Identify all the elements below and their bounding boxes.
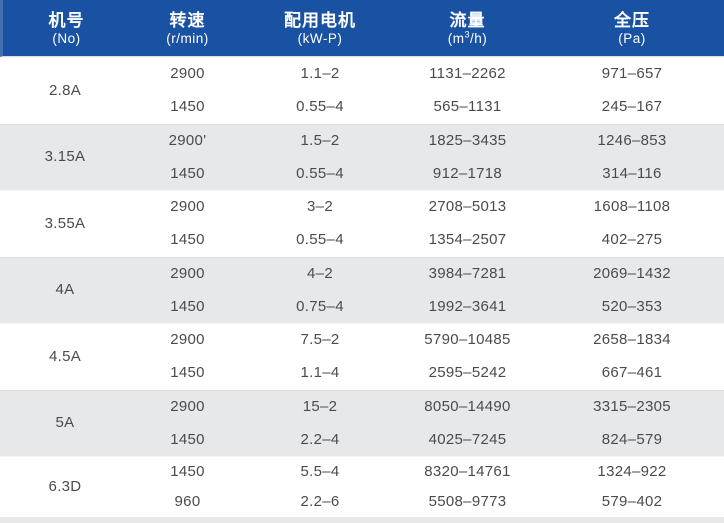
- model-block: 4.5A 2900 7.5–2 5790–10485 2658–1834 1450 1.1–…: [0, 323, 724, 390]
- value-cell: 5508–9773: [428, 492, 507, 510]
- value-cell: 1.1–2: [300, 65, 340, 83]
- header-motor-en: (kW-P): [297, 31, 343, 47]
- header-cell-speed: 转速 (r/min): [130, 0, 245, 56]
- header-flow-unit: (m3/h): [447, 29, 488, 47]
- value-cell: 5790–10485: [424, 331, 511, 349]
- value-cell: 1450: [170, 462, 205, 480]
- value-cell: 3–2: [307, 198, 333, 216]
- value-cell: 2595–5242: [428, 364, 507, 382]
- value-cell: 1450: [170, 231, 205, 249]
- value-cell: 2900: [170, 198, 205, 216]
- table-header-row: 机号 (No) 转速 (r/min) 配用电机 (kW-P) 流量 (m3/h)…: [0, 0, 724, 57]
- model-block: 2.8A 2900 1.1–2 1131–2262 971–657 1450 0.55–4 5…: [0, 57, 724, 124]
- value-cell: 912–1718: [432, 164, 503, 182]
- header-flow-zh: 流量: [449, 10, 486, 30]
- value-cell: 3984–7281: [428, 264, 507, 282]
- value-cell: 1450: [170, 364, 205, 382]
- value-cell: 3315–2305: [593, 397, 671, 415]
- value-cell: 4025–7245: [428, 430, 507, 448]
- model-cell: 3.55A: [44, 214, 86, 232]
- value-cell: 1992–3641: [428, 297, 507, 315]
- value-cell: 7.5–2: [300, 331, 340, 349]
- value-cell: 1.5–2: [300, 131, 340, 149]
- value-cell: 1450: [170, 98, 205, 116]
- header-pressure-zh: 全压: [614, 10, 650, 30]
- header-cell-flow: 流量 (m3/h): [395, 0, 540, 56]
- value-cell: 971–657: [601, 65, 663, 83]
- model-cell: 4A: [55, 281, 75, 299]
- model-cell: 3.15A: [44, 148, 86, 166]
- value-cell: 2900': [168, 131, 207, 149]
- header-speed-zh: 转速: [169, 10, 206, 30]
- value-cell: 5.5–4: [300, 462, 340, 480]
- value-cell: 960: [174, 492, 201, 510]
- value-cell: 1450: [170, 164, 205, 182]
- value-cell: 15–2: [302, 397, 338, 415]
- value-cell: 2900: [170, 331, 205, 349]
- value-cell: 2.2–4: [300, 430, 340, 448]
- value-cell: 402–275: [601, 231, 663, 249]
- model-cell: 2.8A: [48, 81, 82, 99]
- value-cell: 1131–2262: [429, 65, 506, 83]
- value-cell: 0.75–4: [296, 297, 344, 315]
- header-cell-model: 机号 (No): [3, 0, 130, 56]
- value-cell: 2708–5013: [428, 198, 507, 216]
- value-cell: 0.55–4: [296, 98, 344, 116]
- value-cell: 0.55–4: [296, 231, 344, 249]
- value-cell: 1450: [170, 297, 205, 315]
- header-pressure-en: (Pa): [618, 31, 646, 47]
- value-cell: 2069–1432: [593, 264, 671, 282]
- value-cell: 2900: [170, 65, 205, 83]
- next-row-partial: [0, 516, 724, 523]
- header-cell-motor: 配用电机 (kW-P): [245, 0, 395, 56]
- model-cell: 6.3D: [48, 477, 82, 495]
- model-block: 5A 2900 15–2 8050–14490 3315–2305 1450 2.2–4 40…: [0, 389, 724, 456]
- header-cell-pressure: 全压 (Pa): [540, 0, 724, 56]
- value-cell: 2900: [170, 397, 205, 415]
- value-cell: 1450: [170, 430, 205, 448]
- value-cell: 1.1–4: [300, 364, 340, 382]
- value-cell: 1324–922: [597, 462, 667, 480]
- value-cell: 4–2: [307, 264, 333, 282]
- value-cell: 8320–14761: [424, 462, 511, 480]
- value-cell: 520–353: [601, 297, 663, 315]
- value-cell: 667–461: [601, 364, 663, 382]
- model-cell: 4.5A: [48, 347, 82, 365]
- model-cell: 5A: [55, 414, 75, 432]
- table-body: 2.8A 2900 1.1–2 1131–2262 971–657 1450 0.55–4 5…: [0, 57, 724, 517]
- value-cell: 1825–3435: [428, 131, 507, 149]
- value-cell: 1354–2507: [428, 231, 507, 249]
- value-cell: 8050–14490: [424, 397, 511, 415]
- model-block: 6.3D 1450 5.5–4 8320–14761 1324–922 960 2.2–6 5…: [0, 456, 724, 517]
- header-model-zh: 机号: [48, 10, 85, 30]
- model-block: 3.55A 2900 3–2 2708–5013 1608–1108 1450 0.55–4…: [0, 190, 724, 257]
- value-cell: 1246–853: [597, 131, 667, 149]
- value-cell: 245–167: [601, 98, 663, 116]
- value-cell: 2.2–6: [300, 492, 340, 510]
- value-cell: 0.55–4: [296, 164, 344, 182]
- value-cell: 2900: [170, 264, 205, 282]
- model-block: 3.15A 2900' 1.5–2 1825–3435 1246–853 1450 0.55…: [0, 123, 724, 190]
- header-model-en: (No): [52, 31, 81, 47]
- model-block: 4A 2900 4–2 3984–7281 2069–1432 1450 0.75–4 199…: [0, 256, 724, 323]
- value-cell: 824–579: [601, 430, 663, 448]
- value-cell: 565–1131: [433, 98, 502, 116]
- value-cell: 1608–1108: [593, 198, 671, 216]
- value-cell: 579–402: [601, 492, 663, 510]
- header-speed-en: (r/min): [166, 31, 209, 47]
- value-cell: 2658–1834: [593, 331, 671, 349]
- header-motor-zh: 配用电机: [284, 10, 356, 30]
- value-cell: 314–116: [602, 164, 662, 182]
